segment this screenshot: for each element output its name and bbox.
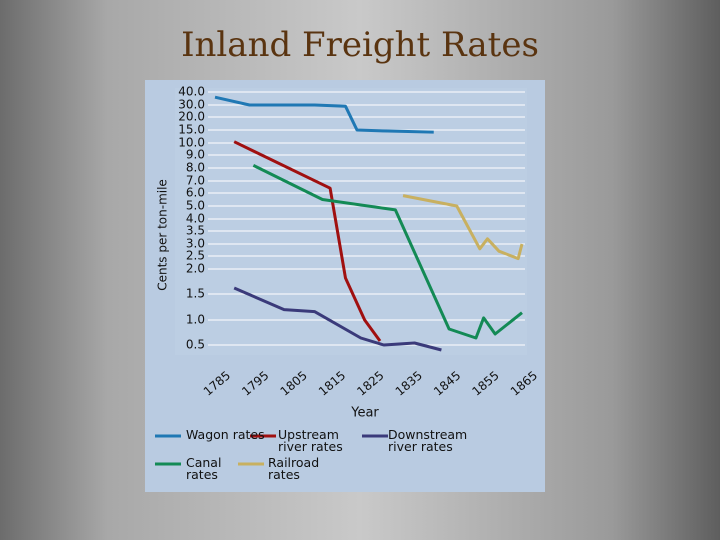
y-tick-label: 5.0 bbox=[186, 199, 205, 213]
legend-label: Downstream river rates bbox=[388, 427, 468, 454]
y-tick-label: 8.0 bbox=[186, 161, 205, 175]
y-tick-label: 4.0 bbox=[186, 212, 205, 226]
x-axis-label: Year bbox=[350, 406, 379, 421]
y-tick-label: 6.0 bbox=[186, 186, 205, 200]
legend-label: Upstream river rates bbox=[278, 427, 343, 454]
y-tick-label: 1.5 bbox=[186, 287, 205, 301]
y-tick-label: 20.0 bbox=[178, 110, 205, 124]
y-tick-label: 40.0 bbox=[178, 85, 205, 99]
y-tick-label: 30.0 bbox=[178, 98, 205, 112]
y-tick-label: 9.0 bbox=[186, 148, 205, 162]
y-tick-label: 0.5 bbox=[186, 338, 205, 352]
y-tick-label: 2.0 bbox=[186, 262, 205, 276]
y-axis-label: Cents per ton-mile bbox=[156, 179, 170, 291]
line-series bbox=[402, 194, 524, 261]
legend-label: Canal rates bbox=[186, 455, 222, 482]
y-tick-label: 15.0 bbox=[178, 123, 205, 137]
y-tick-label: 3.0 bbox=[186, 237, 205, 251]
y-tick-label: 3.5 bbox=[186, 224, 205, 238]
line-series bbox=[233, 140, 382, 342]
line-series bbox=[214, 95, 434, 134]
line-series bbox=[233, 286, 442, 352]
legend-label: Railroad rates bbox=[268, 455, 320, 482]
y-tick-label: 2.5 bbox=[186, 249, 205, 263]
y-tick-label: 10.0 bbox=[178, 136, 205, 150]
y-tick-label: 7.0 bbox=[186, 174, 205, 188]
chart-title: Inland Freight Rates bbox=[181, 25, 539, 65]
legend-label: Wagon rates bbox=[186, 427, 265, 442]
line-series bbox=[252, 164, 523, 340]
y-tick-label: 1.0 bbox=[186, 313, 205, 327]
plot-area bbox=[175, 88, 527, 355]
